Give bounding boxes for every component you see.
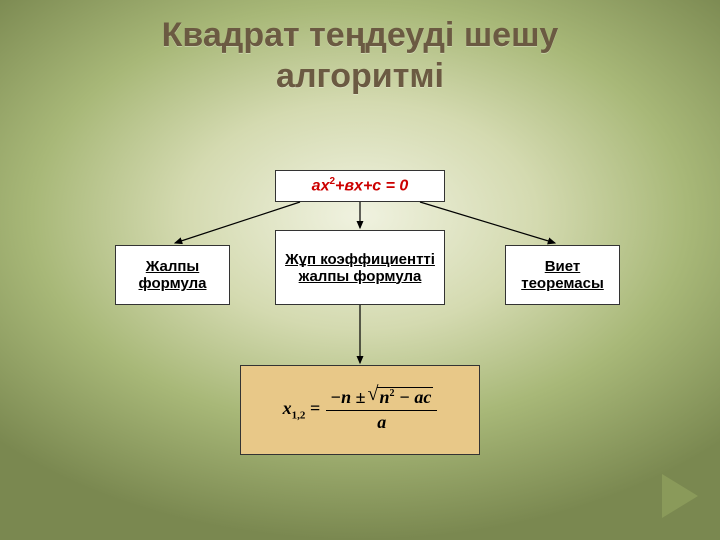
branch-general-formula-label: Жалпы формула xyxy=(116,258,229,292)
branch-even-coefficient[interactable]: Жұп коэффициентті жалпы формула xyxy=(275,230,445,305)
branch-even-coefficient-label: Жұп коэффициентті жалпы формула xyxy=(276,251,444,285)
equation-text: ах2+вх+с = 0 xyxy=(312,176,409,195)
formula-num-prefix: −n ± xyxy=(330,388,365,408)
branch-vieta-theorem[interactable]: Виет теоремасы xyxy=(505,245,620,305)
branch-general-formula[interactable]: Жалпы формула xyxy=(115,245,230,305)
page-title: Квадрат теңдеуді шешу алгоритмі xyxy=(0,0,720,97)
formula-denominator: a xyxy=(377,411,386,433)
formula-sub: 1,2 xyxy=(292,410,306,422)
formula-box: x1,2 = −n ± n2 − ac a xyxy=(240,365,480,455)
equation-box: ах2+вх+с = 0 xyxy=(275,170,445,202)
formula-var: x xyxy=(283,398,292,418)
next-slide-button[interactable] xyxy=(662,474,698,518)
equals-sign: = xyxy=(310,398,320,418)
title-line-2: алгоритмі xyxy=(0,56,720,97)
branch-vieta-theorem-label: Виет теоремасы xyxy=(506,258,619,292)
formula-radicand: n2 − ac xyxy=(377,387,433,408)
formula-fraction: −n ± n2 − ac a xyxy=(326,387,437,433)
formula-numerator: −n ± n2 − ac xyxy=(326,387,437,411)
quadratic-formula: x1,2 = −n ± n2 − ac a xyxy=(283,387,438,433)
title-line-1: Квадрат теңдеуді шешу xyxy=(0,15,720,56)
sqrt-icon: n2 − ac xyxy=(367,387,433,408)
